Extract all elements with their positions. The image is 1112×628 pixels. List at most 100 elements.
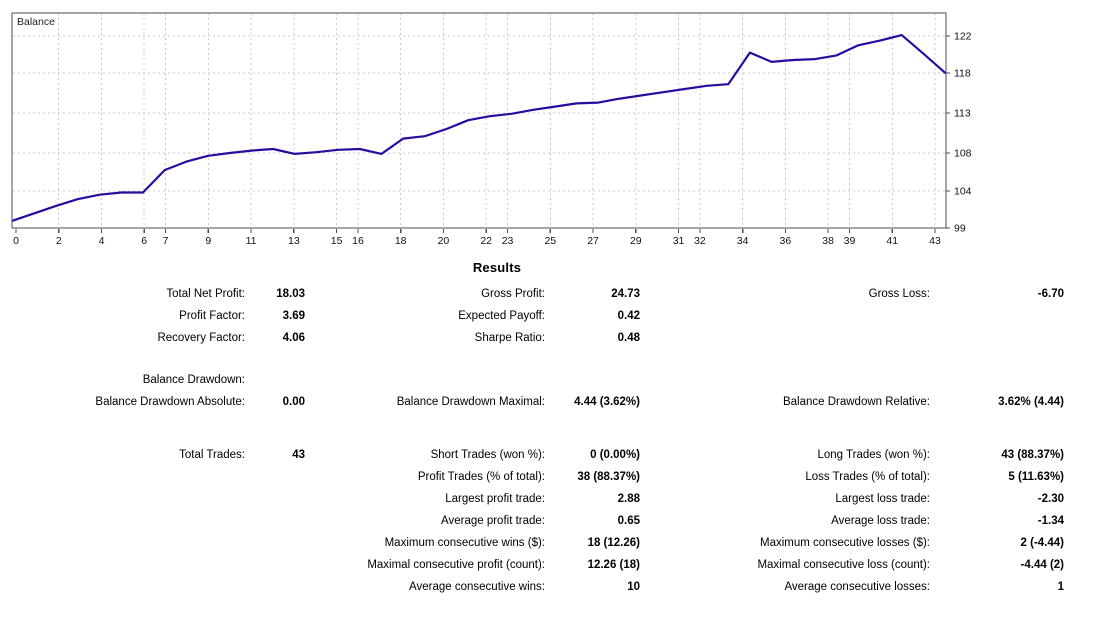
x-axis-label: 2 (56, 235, 62, 247)
result-value: -4.44 (2) (1020, 559, 1064, 571)
result-value: 12.26 (18) (587, 559, 640, 571)
result-value: 0.65 (617, 515, 640, 527)
y-axis-label: 118 (954, 68, 971, 80)
result-value: 18.03 (276, 288, 305, 300)
result-label: Recovery Factor: (157, 332, 245, 344)
x-axis-label: 0 (13, 235, 19, 247)
results-spacer (0, 413, 1064, 444)
results-row: Profit Trades (% of total): 38 (88.37%) Lo… (0, 466, 1064, 488)
results-row: Profit Factor: 3.69 Expected Payoff: 0.42 (0, 305, 1064, 327)
result-value: 10 (627, 581, 640, 593)
y-axis-label: 113 (954, 108, 971, 120)
y-axis-label: 99 (954, 223, 966, 235)
result-value: 4.06 (282, 332, 305, 344)
x-axis-label: 4 (99, 235, 105, 247)
result-label: Profit Factor: (179, 310, 245, 322)
result-value: 0.42 (617, 310, 640, 322)
x-axis-label: 41 (886, 235, 898, 247)
results-row: Total Trades: 43 Short Trades (won %): 0 (0… (0, 444, 1064, 466)
balance-chart: 99 104 108 113 118 122 0 2 4 6 7 9 11 13 15 16 18 20 22 23 2… (0, 0, 1112, 252)
x-axis-label: 7 (163, 235, 169, 247)
results-row: Maximal consecutive profit (count): 12.26… (0, 554, 1064, 576)
result-label: Short Trades (won %): (430, 449, 545, 461)
results-spacer (0, 349, 1064, 369)
results-section: Results Total Net Profit: 18.03 Gross Prof… (0, 260, 1112, 598)
result-label: Largest profit trade: (445, 493, 545, 505)
balance-line (11, 33, 947, 222)
x-axis-label: 39 (844, 235, 856, 247)
result-value: -1.34 (1037, 515, 1064, 527)
results-row: Recovery Factor: 4.06 Sharpe Ratio: 0.48 (0, 327, 1064, 349)
result-label: Balance Drawdown: (142, 374, 245, 386)
result-value: 5 (11.63%) (1008, 471, 1064, 483)
result-label: Long Trades (won %): (817, 449, 930, 461)
y-axis-label: 104 (954, 186, 972, 198)
result-value: 0.48 (617, 332, 640, 344)
balance-chart-svg: 99 104 108 113 118 122 0 2 4 6 7 9 11 13 15 16 18 20 22 23 2… (11, 12, 972, 247)
result-value: -6.70 (1037, 288, 1064, 300)
results-row: Maximum consecutive wins ($): 18 (12.26) M… (0, 532, 1064, 554)
x-axis-label: 38 (822, 235, 834, 247)
x-axis-label: 15 (331, 235, 343, 247)
result-label: Maximum consecutive losses ($): (760, 537, 930, 549)
x-axis-label: 23 (502, 235, 514, 247)
x-axis-label: 9 (205, 235, 211, 247)
x-axis-label: 32 (694, 235, 706, 247)
x-axis-label: 6 (141, 235, 147, 247)
result-value: 0.00 (282, 396, 305, 408)
y-axis-label: 122 (954, 31, 972, 43)
results-row: Average consecutive wins: 10 Average conse… (0, 576, 1064, 598)
result-label: Maximal consecutive profit (count): (367, 559, 545, 571)
result-label: Average consecutive wins: (409, 581, 545, 593)
result-label: Total Trades: (179, 449, 245, 461)
result-label: Average profit trade: (441, 515, 545, 527)
result-label: Average consecutive losses: (784, 581, 930, 593)
result-label: Gross Loss: (868, 288, 930, 300)
result-label: Balance Drawdown Relative: (782, 396, 930, 408)
x-axis-label: 25 (544, 235, 556, 247)
result-label: Loss Trades (% of total): (805, 471, 930, 483)
result-label: Balance Drawdown Maximal: (396, 396, 545, 408)
x-axis-label: 43 (929, 235, 941, 247)
results-title: Results (472, 260, 522, 275)
results-row: Largest profit trade: 2.88 Largest loss tr… (0, 488, 1064, 510)
result-value: 24.73 (611, 288, 640, 300)
y-axis-label: 108 (954, 148, 972, 160)
x-axis-label: 16 (352, 235, 364, 247)
x-axis-label: 31 (673, 235, 685, 247)
result-label: Expected Payoff: (458, 310, 545, 322)
result-value: 0 (0.00%) (590, 449, 640, 461)
result-value: 43 (292, 449, 305, 461)
result-value: 38 (88.37%) (577, 471, 640, 483)
result-label: Largest loss trade: (835, 493, 930, 505)
result-label: Profit Trades (% of total): (417, 471, 545, 483)
chart-legend-label: Balance (17, 16, 55, 28)
result-value: 2.88 (617, 493, 640, 505)
results-row: Balance Drawdown: (0, 369, 1064, 391)
result-label: Maximum consecutive wins ($): (384, 537, 545, 549)
results-row: Balance Drawdown Absolute: 0.00 Balance Dr… (0, 391, 1064, 413)
result-label: Total Net Profit: (166, 288, 245, 300)
result-value: 1 (1057, 581, 1064, 593)
result-label: Sharpe Ratio: (474, 332, 545, 344)
x-axis-label: 11 (246, 235, 257, 247)
result-value: 2 (-4.44) (1020, 537, 1064, 549)
result-label: Average loss trade: (831, 515, 930, 527)
results-table: Total Net Profit: 18.03 Gross Profit: 24.73… (0, 283, 1064, 598)
result-value: -2.30 (1037, 493, 1064, 505)
x-axis-label: 36 (780, 235, 792, 247)
x-axis-label: 29 (630, 235, 642, 247)
result-value: 43 (88.37%) (1001, 449, 1064, 461)
result-value: 3.62% (4.44) (998, 396, 1064, 408)
result-value: 4.44 (3.62%) (574, 396, 640, 408)
x-axis-label: 22 (480, 235, 492, 247)
result-label: Balance Drawdown Absolute: (95, 396, 245, 408)
x-axis-label: 27 (587, 235, 599, 247)
results-row: Total Net Profit: 18.03 Gross Profit: 24.73… (0, 283, 1064, 305)
x-axis-label: 18 (395, 235, 407, 247)
result-label: Maximal consecutive loss (count): (757, 559, 930, 571)
x-axis-label: 20 (438, 235, 450, 247)
result-value: 3.69 (282, 310, 305, 322)
result-value: 18 (12.26) (587, 537, 640, 549)
